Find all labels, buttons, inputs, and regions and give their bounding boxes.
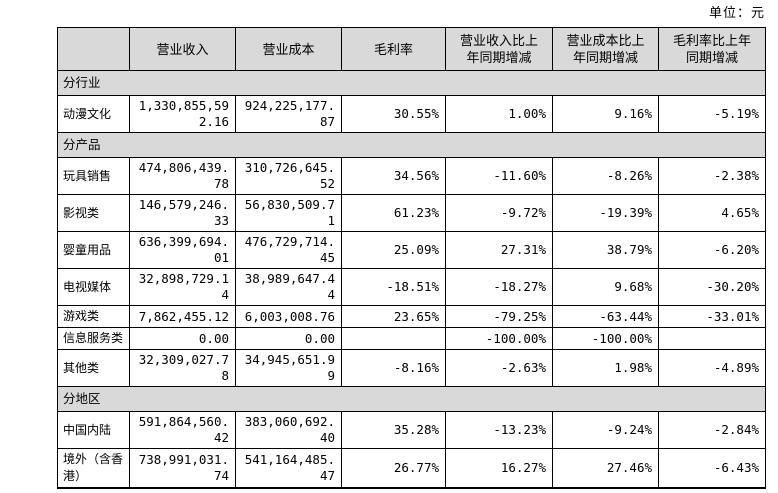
table-body: 分行业 动漫文化 1,330,855,592.16 924,225,177.87 30.… xyxy=(57,70,766,489)
cell-cost-yoy-change: -8.26% xyxy=(552,157,659,195)
cell-gross-margin: 30.55% xyxy=(341,95,446,133)
cell-revenue: 738,991,031.74 xyxy=(129,448,236,489)
cell-revenue-yoy-change: -18.27% xyxy=(445,268,553,306)
cell-cost-yoy-change: 9.16% xyxy=(552,95,659,133)
cell-revenue: 636,399,694.01 xyxy=(129,231,236,269)
column-header-revenue: 营业收入 xyxy=(129,27,236,71)
cell-cost: 476,729,714.45 xyxy=(235,231,342,269)
cell-cost: 38,989,647.44 xyxy=(235,268,342,306)
table-row: 游戏类 7,862,455.12 6,003,008.76 23.65% -79.25%… xyxy=(57,305,766,328)
table-row: 其他类 32,309,027.78 34,945,651.99 -8.16% -2.63… xyxy=(57,349,766,387)
section-header-row: 分行业 xyxy=(57,70,766,96)
cell-revenue: 1,330,855,592.16 xyxy=(129,95,236,133)
row-label: 玩具销售 xyxy=(57,157,130,195)
column-header-margin-yoy-change: 毛利率比上年同期增减 xyxy=(658,27,766,71)
row-label: 游戏类 xyxy=(57,305,130,328)
column-header-cost-yoy-change: 营业成本比上年同期增减 xyxy=(552,27,659,71)
cell-gross-margin: 34.56% xyxy=(341,157,446,195)
cell-cost-yoy-change: 9.68% xyxy=(552,268,659,306)
cell-margin-yoy-change: -33.01% xyxy=(658,305,766,328)
cell-gross-margin: 23.65% xyxy=(341,305,446,328)
cell-revenue-yoy-change: -11.60% xyxy=(445,157,553,195)
table-row: 婴童用品 636,399,694.01 476,729,714.45 25.09% 27… xyxy=(57,231,766,269)
cell-revenue: 32,309,027.78 xyxy=(129,349,236,387)
cell-cost: 6,003,008.76 xyxy=(235,305,342,328)
cell-gross-margin: 61.23% xyxy=(341,194,446,232)
column-header-gross-margin: 毛利率 xyxy=(341,27,446,71)
cell-revenue: 0.00 xyxy=(129,327,236,350)
cell-revenue: 474,806,439.78 xyxy=(129,157,236,195)
table-row: 影视类 146,579,246.33 56,830,509.71 61.23% -9.7… xyxy=(57,194,766,232)
cell-gross-margin: -8.16% xyxy=(341,349,446,387)
row-label: 影视类 xyxy=(57,194,130,232)
cell-cost-yoy-change: -9.24% xyxy=(552,411,659,449)
column-header-revenue-yoy-change: 营业收入比上年同期增减 xyxy=(445,27,553,71)
cell-margin-yoy-change: 4.65% xyxy=(658,194,766,232)
cell-gross-margin: 26.77% xyxy=(341,448,446,489)
cell-margin-yoy-change: -30.20% xyxy=(658,268,766,306)
cell-revenue: 591,864,560.42 xyxy=(129,411,236,449)
cell-margin-yoy-change: -6.20% xyxy=(658,231,766,269)
cell-revenue-yoy-change: -13.23% xyxy=(445,411,553,449)
cell-revenue-yoy-change: 1.00% xyxy=(445,95,553,133)
cell-revenue-yoy-change: 27.31% xyxy=(445,231,553,269)
row-label: 婴童用品 xyxy=(57,231,130,269)
cell-gross-margin xyxy=(341,327,446,350)
cell-cost: 924,225,177.87 xyxy=(235,95,342,133)
section-header-row: 分产品 xyxy=(57,132,766,158)
cell-gross-margin: 25.09% xyxy=(341,231,446,269)
row-label: 境外（含香港） xyxy=(57,448,130,489)
table-header-row: 营业收入 营业成本 毛利率 营业收入比上年同期增减 营业成本比上年同期增减 毛利… xyxy=(57,27,766,71)
segment-financial-table: 营业收入 营业成本 毛利率 营业收入比上年同期增减 营业成本比上年同期增减 毛利… xyxy=(57,27,766,489)
cell-cost: 56,830,509.71 xyxy=(235,194,342,232)
cell-margin-yoy-change: -5.19% xyxy=(658,95,766,133)
cell-margin-yoy-change xyxy=(658,327,766,350)
cell-margin-yoy-change: -4.89% xyxy=(658,349,766,387)
cell-revenue: 7,862,455.12 xyxy=(129,305,236,328)
table-row: 动漫文化 1,330,855,592.16 924,225,177.87 30.55%… xyxy=(57,95,766,133)
cell-cost: 34,945,651.99 xyxy=(235,349,342,387)
cell-revenue-yoy-change: 16.27% xyxy=(445,448,553,489)
cell-cost-yoy-change: -63.44% xyxy=(552,305,659,328)
cell-revenue-yoy-change: -100.00% xyxy=(445,327,553,350)
column-header-cost: 营业成本 xyxy=(235,27,342,71)
cell-margin-yoy-change: -6.43% xyxy=(658,448,766,489)
cell-cost-yoy-change: -100.00% xyxy=(552,327,659,350)
table-row: 境外（含香港） 738,991,031.74 541,164,485.47 26.77… xyxy=(57,448,766,489)
table-row: 电视媒体 32,898,729.14 38,989,647.44 -18.51% -18… xyxy=(57,268,766,306)
cell-gross-margin: -18.51% xyxy=(341,268,446,306)
cell-cost-yoy-change: 1.98% xyxy=(552,349,659,387)
table-row: 玩具销售 474,806,439.78 310,726,645.52 34.56% -1… xyxy=(57,157,766,195)
row-label: 动漫文化 xyxy=(57,95,130,133)
section-header-label: 分地区 xyxy=(57,386,766,412)
cell-cost: 0.00 xyxy=(235,327,342,350)
section-header-label: 分产品 xyxy=(57,132,766,158)
cell-cost: 383,060,692.40 xyxy=(235,411,342,449)
cell-cost-yoy-change: -19.39% xyxy=(552,194,659,232)
row-label: 信息服务类 xyxy=(57,327,130,350)
column-header-blank xyxy=(57,27,130,71)
row-label: 其他类 xyxy=(57,349,130,387)
cell-margin-yoy-change: -2.38% xyxy=(658,157,766,195)
cell-revenue-yoy-change: -9.72% xyxy=(445,194,553,232)
row-label: 中国内陆 xyxy=(57,411,130,449)
cell-gross-margin: 35.28% xyxy=(341,411,446,449)
section-header-label: 分行业 xyxy=(57,70,766,96)
cell-revenue-yoy-change: -2.63% xyxy=(445,349,553,387)
row-label: 电视媒体 xyxy=(57,268,130,306)
table-row: 信息服务类 0.00 0.00 -100.00% -100.00% xyxy=(57,327,766,350)
cell-cost: 541,164,485.47 xyxy=(235,448,342,489)
cell-revenue: 32,898,729.14 xyxy=(129,268,236,306)
cell-revenue-yoy-change: -79.25% xyxy=(445,305,553,328)
section-header-row: 分地区 xyxy=(57,386,766,412)
table-header: 营业收入 营业成本 毛利率 营业收入比上年同期增减 营业成本比上年同期增减 毛利… xyxy=(57,27,766,71)
cell-cost-yoy-change: 27.46% xyxy=(552,448,659,489)
cell-revenue: 146,579,246.33 xyxy=(129,194,236,232)
unit-label: 单位：元 xyxy=(708,5,765,20)
cell-margin-yoy-change: -2.84% xyxy=(658,411,766,449)
cell-cost: 310,726,645.52 xyxy=(235,157,342,195)
table-row: 中国内陆 591,864,560.42 383,060,692.40 35.28% -1… xyxy=(57,411,766,449)
cell-cost-yoy-change: 38.79% xyxy=(552,231,659,269)
